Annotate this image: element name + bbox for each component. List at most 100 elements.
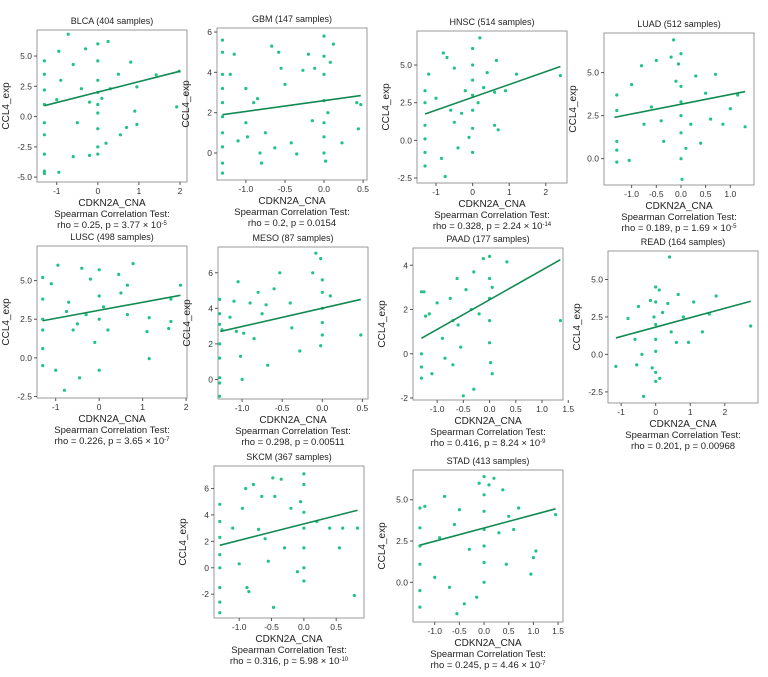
data-point: [96, 102, 100, 107]
data-point: [266, 559, 270, 563]
plot-frame: [217, 246, 369, 400]
data-point: [131, 262, 135, 266]
data-point: [615, 108, 619, 113]
data-point: [218, 376, 222, 380]
data-point: [302, 472, 306, 476]
x-tick-label: 0: [95, 186, 100, 196]
data-point: [169, 297, 173, 301]
data-point: [463, 89, 467, 93]
data-point: [322, 54, 326, 58]
y-tick-label: 2: [208, 339, 213, 349]
data-point: [485, 71, 489, 75]
data-point: [455, 612, 459, 616]
data-point: [749, 324, 753, 328]
data-point: [88, 153, 92, 157]
data-point: [505, 260, 509, 264]
data-point: [133, 109, 137, 113]
data-point: [440, 336, 444, 340]
data-point: [504, 562, 508, 566]
data-point: [238, 354, 243, 358]
data-point: [116, 72, 120, 76]
data-point: [41, 297, 45, 301]
stats-text: rho = 0.226, p = 3.65 × 10: [55, 436, 165, 447]
data-point: [302, 579, 306, 583]
stats-text: rho = 0.189, p = 1.69 × 10: [622, 223, 732, 234]
data-point: [218, 611, 222, 615]
data-point: [41, 364, 45, 368]
data-point: [236, 139, 240, 143]
stats-text: rho = 0.316, p = 5.98 × 10: [230, 656, 340, 667]
data-point: [270, 44, 274, 48]
data-point: [259, 161, 264, 165]
data-point: [654, 300, 658, 304]
data-point: [237, 562, 241, 566]
data-point: [279, 66, 283, 70]
x-tick-label: -1.0: [624, 189, 639, 199]
data-point: [488, 319, 492, 323]
stats-text: rho = 0.328, p = 2.24 × 10: [433, 221, 543, 232]
data-point: [679, 100, 683, 104]
data-point: [295, 570, 299, 574]
data-point: [240, 377, 244, 381]
y-axis-label: CCL4_exp: [181, 80, 192, 128]
x-tick-label: 0: [97, 402, 102, 412]
data-point: [328, 60, 332, 64]
chart-title: PAAD (177 samples): [446, 234, 529, 244]
plot-frame: [412, 247, 564, 401]
data-point: [147, 357, 151, 361]
data-point: [42, 171, 47, 176]
data-point: [686, 340, 691, 344]
data-point: [558, 74, 562, 78]
x-axis-label: CDKN2A_CNA: [454, 638, 522, 649]
data-point: [41, 275, 45, 280]
data-point: [118, 133, 122, 137]
data-point: [258, 151, 262, 155]
data-point: [462, 602, 466, 606]
data-point: [443, 174, 447, 179]
data-point: [422, 290, 426, 294]
data-point: [101, 305, 106, 309]
plot-frame: [213, 465, 365, 619]
data-point: [218, 312, 222, 316]
data-point: [324, 159, 328, 163]
data-point: [418, 506, 422, 510]
data-point: [71, 155, 75, 159]
data-point: [104, 141, 108, 145]
stats-exponent: -5: [731, 224, 737, 230]
stats-text: rho = 0.201, p = 0.00968: [631, 441, 735, 452]
data-point: [471, 126, 475, 130]
data-point: [704, 91, 708, 95]
x-tick-label: 0.0: [318, 184, 330, 194]
x-axis-label: CDKN2A_CNA: [259, 415, 327, 426]
y-tick-label: 2.5: [591, 312, 603, 322]
scatter-plot: SKCM (367 samples) -1.0 -0.5 0.0 0.5 -2 0 2 4 6 CC…: [178, 452, 365, 667]
data-point: [460, 111, 464, 115]
data-point: [264, 303, 268, 307]
data-point: [302, 546, 306, 550]
data-point: [234, 329, 238, 333]
y-axis-label: CCL4_exp: [377, 522, 388, 570]
data-point: [452, 66, 456, 70]
plot-frame: [607, 250, 759, 404]
data-point: [42, 133, 47, 137]
data-point: [507, 514, 511, 518]
data-point: [439, 156, 444, 160]
x-tick-label: 1.0: [536, 404, 548, 414]
x-tick-label: -1: [53, 186, 61, 196]
y-tick-label: 0: [207, 148, 212, 158]
data-point: [245, 135, 250, 139]
scatter-plot: LUSC (498 samples) -1 0 1 2 -2.5 0.0 2.5 5.0 CCL4…: [1, 232, 189, 447]
chart-title: GBM (147 samples): [252, 14, 332, 24]
x-axis-label: CDKN2A_CNA: [649, 419, 717, 430]
data-point: [260, 494, 264, 498]
y-tick-label: 0: [208, 374, 213, 384]
data-point: [441, 51, 445, 55]
scatter-plot: LUAD (512 samples) -1.0 -0.5 0.0 0.5 1.0 0.0 2.…: [568, 19, 755, 234]
data-point: [445, 55, 449, 60]
x-tick-label: 0.0: [316, 403, 328, 413]
data-point: [434, 96, 438, 100]
data-point: [496, 128, 500, 132]
data-point: [96, 59, 100, 63]
data-point: [633, 337, 637, 341]
data-point: [430, 372, 434, 376]
